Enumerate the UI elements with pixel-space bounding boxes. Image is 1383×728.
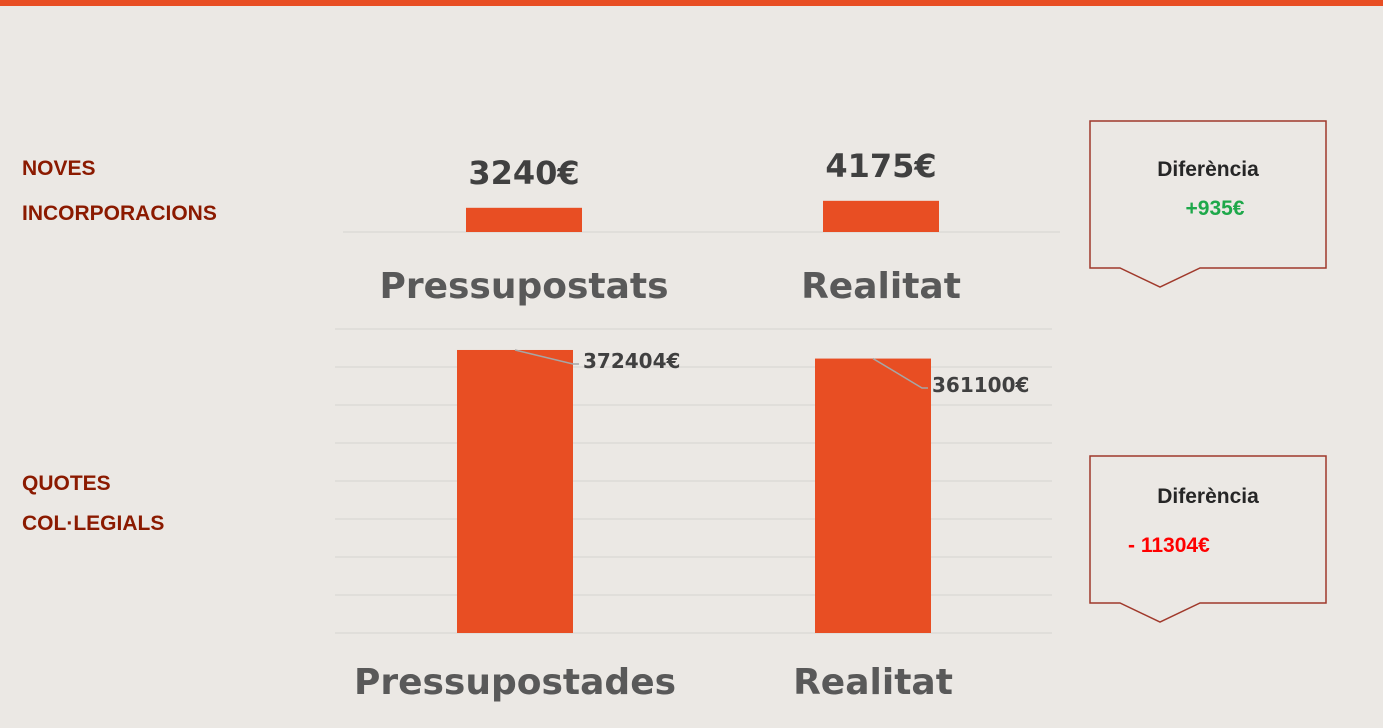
- category-label: Realitat: [801, 266, 961, 307]
- bar: [815, 358, 931, 633]
- value-label: 4175€: [825, 147, 936, 185]
- leader-line: [514, 349, 579, 365]
- annotation-title: Diferència: [1157, 158, 1259, 181]
- row-label: QUOTES COL·LEGIALS: [22, 472, 164, 535]
- leader-line: [872, 357, 928, 389]
- value-label: 372404€: [583, 349, 680, 373]
- row-label: NOVES INCORPORACIONS: [22, 157, 217, 225]
- bar: [457, 349, 573, 633]
- annotation-value: - 11304€: [1128, 534, 1210, 557]
- category-label: Realitat: [793, 662, 953, 703]
- callout-box: [1089, 120, 1327, 288]
- annotation-title: Diferència: [1157, 485, 1259, 508]
- top-band: [0, 0, 1383, 6]
- category-label: Pressupostats: [379, 266, 668, 307]
- value-label: 3240€: [468, 154, 579, 192]
- callout-box: [1089, 455, 1327, 623]
- annotation-value: +935€: [1186, 197, 1245, 220]
- value-label: 361100€: [932, 373, 1029, 397]
- bar: [466, 207, 582, 232]
- category-label: Pressupostades: [354, 662, 676, 703]
- bar: [823, 200, 939, 232]
